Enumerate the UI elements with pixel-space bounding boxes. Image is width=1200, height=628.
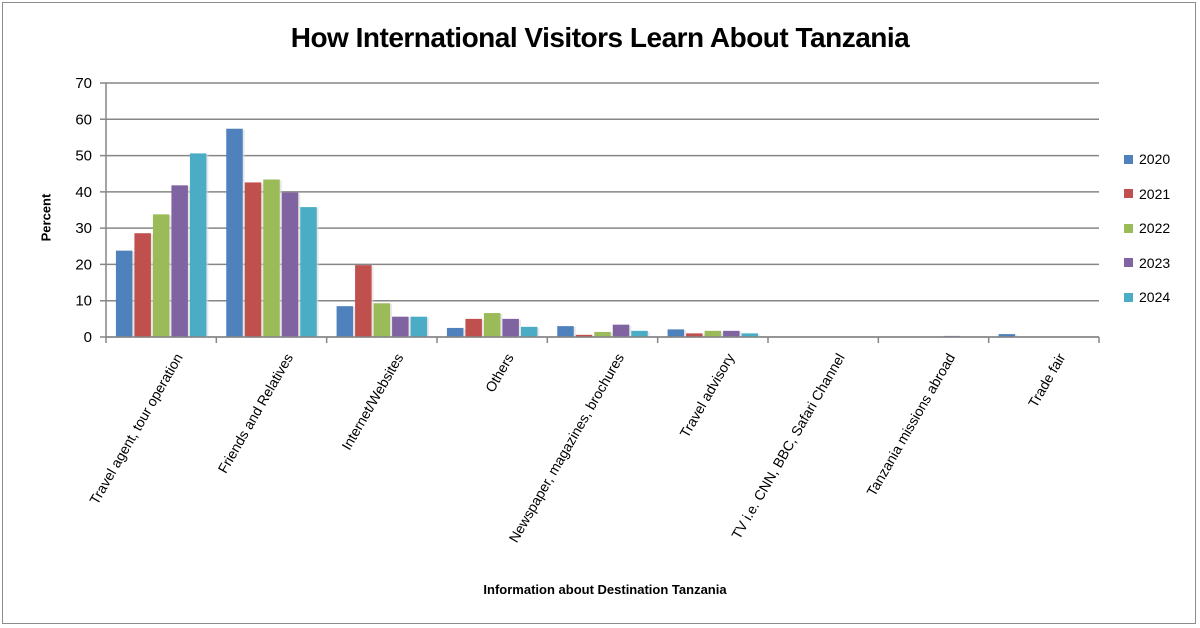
bar	[134, 233, 151, 337]
bar	[998, 334, 1016, 337]
y-tick-label: 70	[75, 75, 92, 92]
bar	[226, 128, 243, 337]
bar	[483, 313, 501, 337]
legend-swatch	[1124, 292, 1133, 302]
legend-label: 2024	[1139, 289, 1171, 306]
bar	[502, 318, 519, 337]
x-tick-label: Newspaper, magazines, brochures	[505, 351, 627, 546]
bar	[667, 329, 685, 337]
bar	[594, 331, 611, 337]
y-tick-label: 20	[75, 256, 92, 273]
bar	[336, 306, 354, 337]
bar	[575, 334, 593, 337]
legend-swatch	[1124, 258, 1133, 268]
y-tick-label: 60	[75, 111, 92, 128]
bar	[152, 214, 170, 337]
x-tick-label: Trade fair	[1025, 350, 1069, 410]
legend-item: 2020	[1124, 142, 1170, 177]
legend-label: 2023	[1139, 254, 1171, 271]
bar	[723, 330, 740, 337]
legend-item: 2023	[1124, 246, 1170, 281]
bar	[704, 330, 722, 337]
chart-title: How International Visitors Learn About T…	[290, 22, 910, 53]
legend-label: 2022	[1139, 220, 1171, 237]
y-tick-label: 10	[75, 293, 92, 310]
bar	[465, 318, 482, 337]
y-tick-label: 40	[75, 184, 92, 201]
y-tick-label: 30	[75, 220, 92, 237]
bar	[410, 316, 428, 337]
legend-item: 2021	[1124, 177, 1170, 212]
bar	[741, 333, 759, 337]
x-tick-label: Travel advisory	[676, 351, 737, 441]
bar	[115, 250, 133, 337]
legend: 2020 2021 2022 2023 2024	[1124, 142, 1170, 315]
bar	[355, 265, 372, 337]
bar	[520, 326, 538, 337]
bar	[244, 182, 262, 337]
bar	[392, 316, 409, 337]
legend-item: 2022	[1124, 211, 1170, 246]
bar	[263, 179, 280, 337]
bar	[300, 207, 317, 337]
bar	[612, 324, 630, 337]
legend-item: 2024	[1124, 280, 1170, 315]
bar	[446, 327, 464, 337]
legend-label: 2020	[1139, 151, 1171, 168]
y-tick-label: 50	[75, 148, 92, 165]
x-tick-label: TV i.e. CNN, BBC, Safari Channel	[728, 351, 848, 542]
x-tick-label: Friends and Relatives	[215, 351, 297, 476]
legend-swatch	[1124, 189, 1133, 199]
y-tick-label: 0	[84, 329, 92, 346]
bar	[189, 153, 207, 337]
legend-swatch	[1124, 154, 1133, 164]
legend-swatch	[1124, 223, 1133, 233]
bar	[631, 330, 648, 337]
x-tick-label: Tanzania missions abroad	[863, 351, 958, 499]
bar	[373, 303, 391, 337]
bar	[171, 185, 188, 337]
x-tick-label: Others	[482, 351, 517, 395]
legend-label: 2021	[1139, 185, 1171, 202]
x-axis-label: Information about Destination Tanzania	[483, 582, 727, 597]
bar	[281, 192, 299, 337]
bar	[557, 326, 574, 337]
x-tick-label: Internet/Websites	[338, 351, 406, 453]
x-tick-label: Travel agent, tour operation	[86, 351, 186, 508]
bar	[686, 333, 703, 337]
